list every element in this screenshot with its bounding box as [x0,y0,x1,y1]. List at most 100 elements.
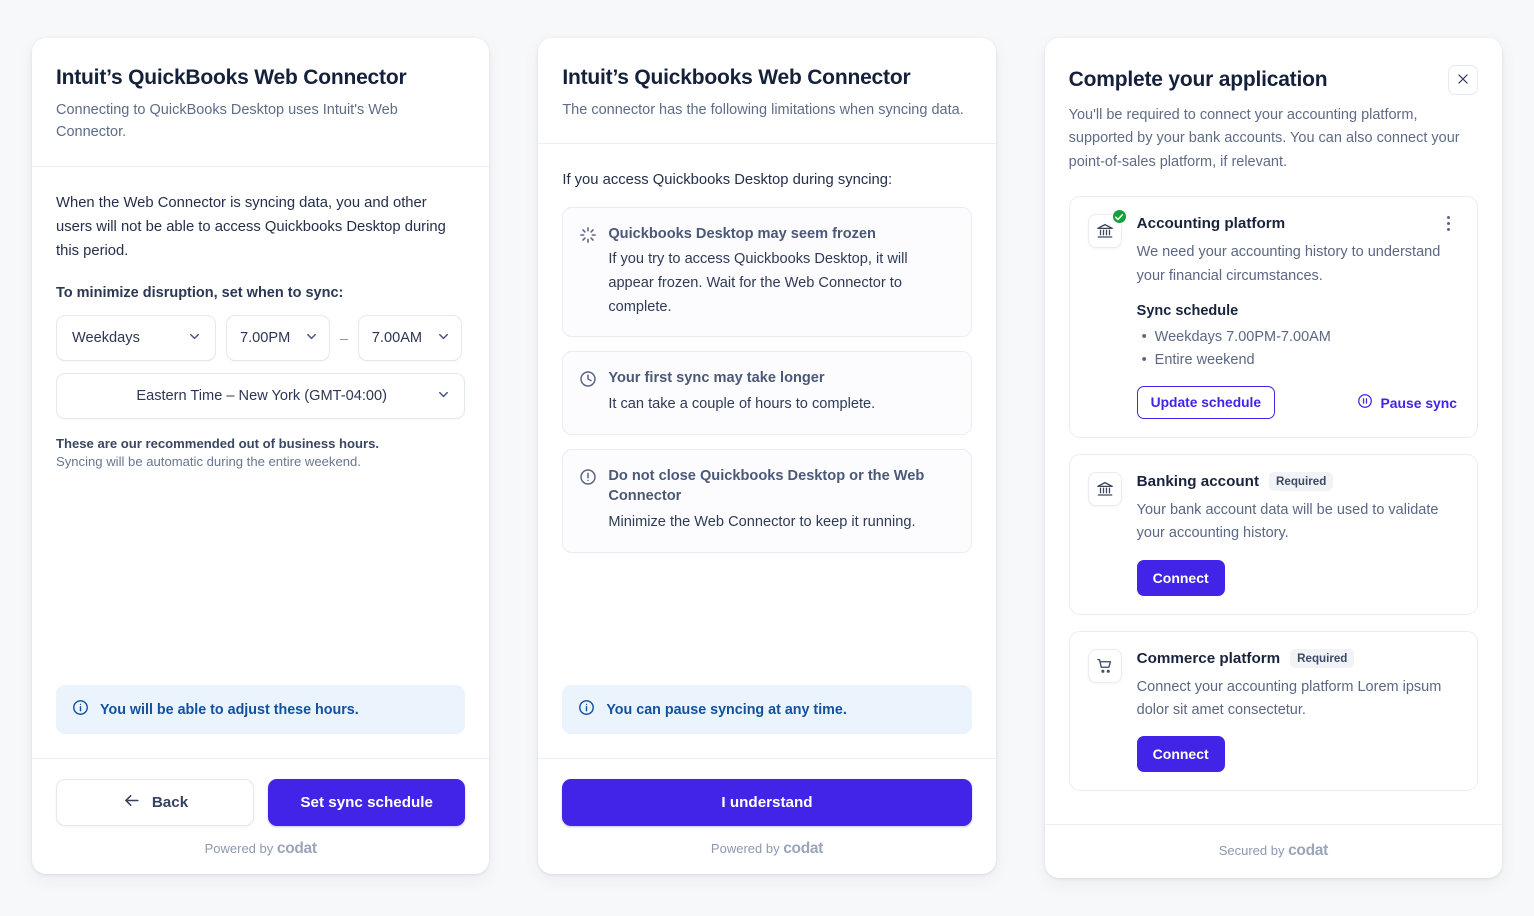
set-sync-schedule-label: Set sync schedule [300,794,433,811]
chevron-down-icon [304,329,319,348]
status-badge: Required [1269,472,1334,492]
time-range-separator: – [340,330,348,347]
card-content: Accounting platform We need your account… [1136,214,1459,420]
limitation-card: Do not close Quickbooks Desktop or the W… [562,448,972,553]
info-circle-icon [72,699,89,720]
panel-body: If you access Quickbooks Desktop during … [538,144,995,758]
card-accounting-platform: Accounting platform We need your account… [1068,196,1478,439]
powered-by-prefix: Powered by [710,841,780,856]
weekend-note: Syncing will be automatic during the ent… [56,454,361,470]
sync-schedule-list: Weekdays 7.00PM-7.00AM Entire weekend [1137,326,1459,373]
panel-limitations: Intuit’s Quickbooks Web Connector The co… [538,38,996,874]
info-banner-text: You can pause syncing at any time. [606,701,847,718]
schedule-controls-row: Weekdays 7.00PM – 7.00AM [56,315,465,362]
connect-button[interactable]: Connect [1136,559,1225,596]
panel-body: When the Web Connector is syncing data, … [32,167,489,758]
card-title: Commerce platform [1136,649,1281,667]
more-options-icon[interactable] [1439,214,1459,233]
pause-sync-button[interactable]: Pause sync [1357,393,1459,412]
connect-button[interactable]: Connect [1136,735,1225,772]
body-spacer [56,469,465,685]
arrow-left-icon [122,791,141,814]
panel-header: Intuit’s Quickbooks Web Connector The co… [538,38,996,145]
panel-sync-schedule: Intuit’s QuickBooks Web Connector Connec… [32,38,490,874]
body-spacer [562,553,971,685]
info-banner: You will be able to adjust these hours. [56,685,466,734]
panel-footer: Secured by codat [1044,824,1502,878]
card-banking-account: Banking account Required Your bank accou… [1068,454,1478,615]
start-time-value: 7.00PM [240,330,291,347]
timezone-select[interactable]: Eastern Time – New York (GMT-04:00) [56,373,466,420]
card-description: Connect your accounting platform Lorem i… [1136,678,1442,718]
codat-logo: codat [783,840,824,857]
powered-by: Powered by codat [562,840,971,858]
card-header: Banking account Required [1137,472,1459,492]
card-description: We need your accounting history to under… [1136,244,1441,284]
panel-footer: I understand Powered by codat [538,758,996,874]
card-commerce-platform: Commerce platform Required Connect your … [1068,630,1478,791]
i-understand-button[interactable]: I understand [562,779,972,826]
clock-icon [579,370,597,416]
spinner-icon [579,226,597,320]
limitation-content: Your first sync may take longer It can t… [608,368,875,416]
panel-header: Intuit’s QuickBooks Web Connector Connec… [32,38,490,167]
card-content: Banking account Required Your bank accou… [1136,472,1459,596]
intro-paragraph: When the Web Connector is syncing data, … [56,194,446,260]
footer-button-row: Back Set sync schedule [56,779,466,826]
card-icon-wrap [1087,208,1128,419]
limitations-intro: If you access Quickbooks Desktop during … [562,172,893,189]
card-icon-wrap [1087,472,1122,595]
page-subtitle: Connecting to QuickBooks Desktop uses In… [56,102,398,141]
connect-button-label: Connect [1152,569,1209,586]
list-item: Entire weekend [1137,349,1459,372]
limitation-card: Your first sync may take longer It can t… [562,351,972,435]
connect-button-label: Connect [1152,745,1209,762]
end-time-value: 7.00AM [371,330,423,347]
bank-icon [1087,472,1122,507]
chevron-down-icon [436,329,451,348]
limitation-desc: Minimize the Web Connector to keep it ru… [608,514,916,531]
set-sync-schedule-button[interactable]: Set sync schedule [268,779,466,826]
card-header: Commerce platform Required [1136,648,1459,668]
panel-footer: Back Set sync schedule Powered by codat [32,758,490,874]
limitation-content: Quickbooks Desktop may seem frozen If yo… [608,224,952,320]
limitation-desc: It can take a couple of hours to complet… [608,395,876,412]
secured-by: Secured by codat [1069,842,1478,860]
alert-circle-icon [579,468,597,535]
page-subtitle: The connector has the following limitati… [562,102,964,118]
info-banner-text: You will be able to adjust these hours. [100,701,359,718]
chevron-down-icon [187,329,202,348]
codat-logo: codat [1288,842,1328,859]
sync-schedule-heading: Sync schedule [1136,302,1239,319]
limitation-title: Do not close Quickbooks Desktop or the W… [608,467,925,505]
limitation-desc: If you try to access Quickbooks Desktop,… [608,251,908,315]
powered-by: Powered by codat [56,840,465,858]
card-title: Accounting platform [1136,215,1286,233]
sync-window-label: To minimize disruption, set when to sync… [56,285,344,302]
update-schedule-label: Update schedule [1150,395,1262,411]
panel-header: Complete your application You'll be requ… [1045,38,1502,178]
start-time-select[interactable]: 7.00PM [226,315,330,362]
page-title: Intuit’s Quickbooks Web Connector [562,66,911,89]
codat-logo: codat [276,840,317,857]
status-badge: Required [1290,648,1355,668]
card-description: Your bank account data will be used to v… [1136,502,1439,542]
card-actions: Update schedule Pause sync [1136,386,1459,420]
close-icon [1456,72,1470,89]
limitation-title: Your first sync may take longer [608,370,825,387]
chevron-down-icon [436,387,451,406]
i-understand-label: I understand [721,794,813,811]
connection-cards: Accounting platform We need your account… [1045,178,1502,824]
end-time-select[interactable]: 7.00AM [357,315,462,362]
check-badge-icon [1110,208,1128,226]
days-select-value: Weekdays [72,330,140,347]
update-schedule-button[interactable]: Update schedule [1136,386,1276,420]
days-select[interactable]: Weekdays [56,315,216,362]
back-button[interactable]: Back [56,779,254,826]
info-banner: You can pause syncing at any time. [562,685,972,734]
card-content: Commerce platform Required Connect your … [1136,648,1459,772]
page-title: Complete your application [1068,68,1328,91]
close-button[interactable] [1447,65,1478,95]
page-title: Intuit’s QuickBooks Web Connector [56,66,407,89]
card-icon-wrap [1087,648,1122,772]
